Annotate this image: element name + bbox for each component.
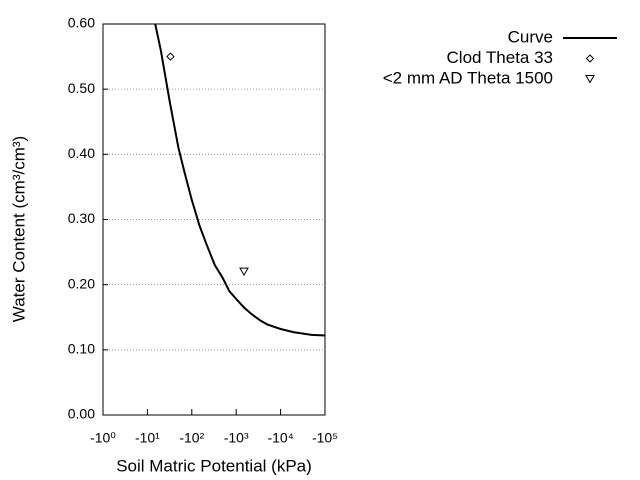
legend-label: Curve <box>508 27 553 46</box>
x-tick-label: -10⁴ <box>267 430 293 446</box>
curve <box>154 23 326 337</box>
marker-triangle <box>585 75 595 84</box>
y-tick-label: 0.20 <box>68 275 95 291</box>
marker-triangle <box>239 267 249 277</box>
y-tick-label: 0.60 <box>68 15 95 31</box>
y-axis-title: Water Content (cm³/cm³) <box>9 136 28 322</box>
marker-diamond <box>166 52 175 61</box>
y-tick-label: 0.40 <box>68 145 95 161</box>
legend-label: Clod Theta 33 <box>447 48 553 67</box>
x-tick-label: -10⁵ <box>312 430 338 446</box>
x-tick-label: -10¹ <box>135 430 160 446</box>
x-axis-title: Soil Matric Potential (kPa) <box>116 456 312 475</box>
plot-frame <box>102 23 326 416</box>
marker-diamond <box>585 54 595 63</box>
x-tick-label: -10² <box>179 430 204 446</box>
y-tick-label: 0.50 <box>68 80 95 96</box>
x-tick-label: -10⁰ <box>90 430 116 446</box>
x-tick-label: -10³ <box>224 430 249 446</box>
y-tick-label: 0.00 <box>68 406 95 422</box>
y-tick-label: 0.10 <box>68 341 95 357</box>
legend-label: <2 mm AD Theta 1500 <box>383 68 553 87</box>
y-tick-label: 0.30 <box>68 210 95 226</box>
